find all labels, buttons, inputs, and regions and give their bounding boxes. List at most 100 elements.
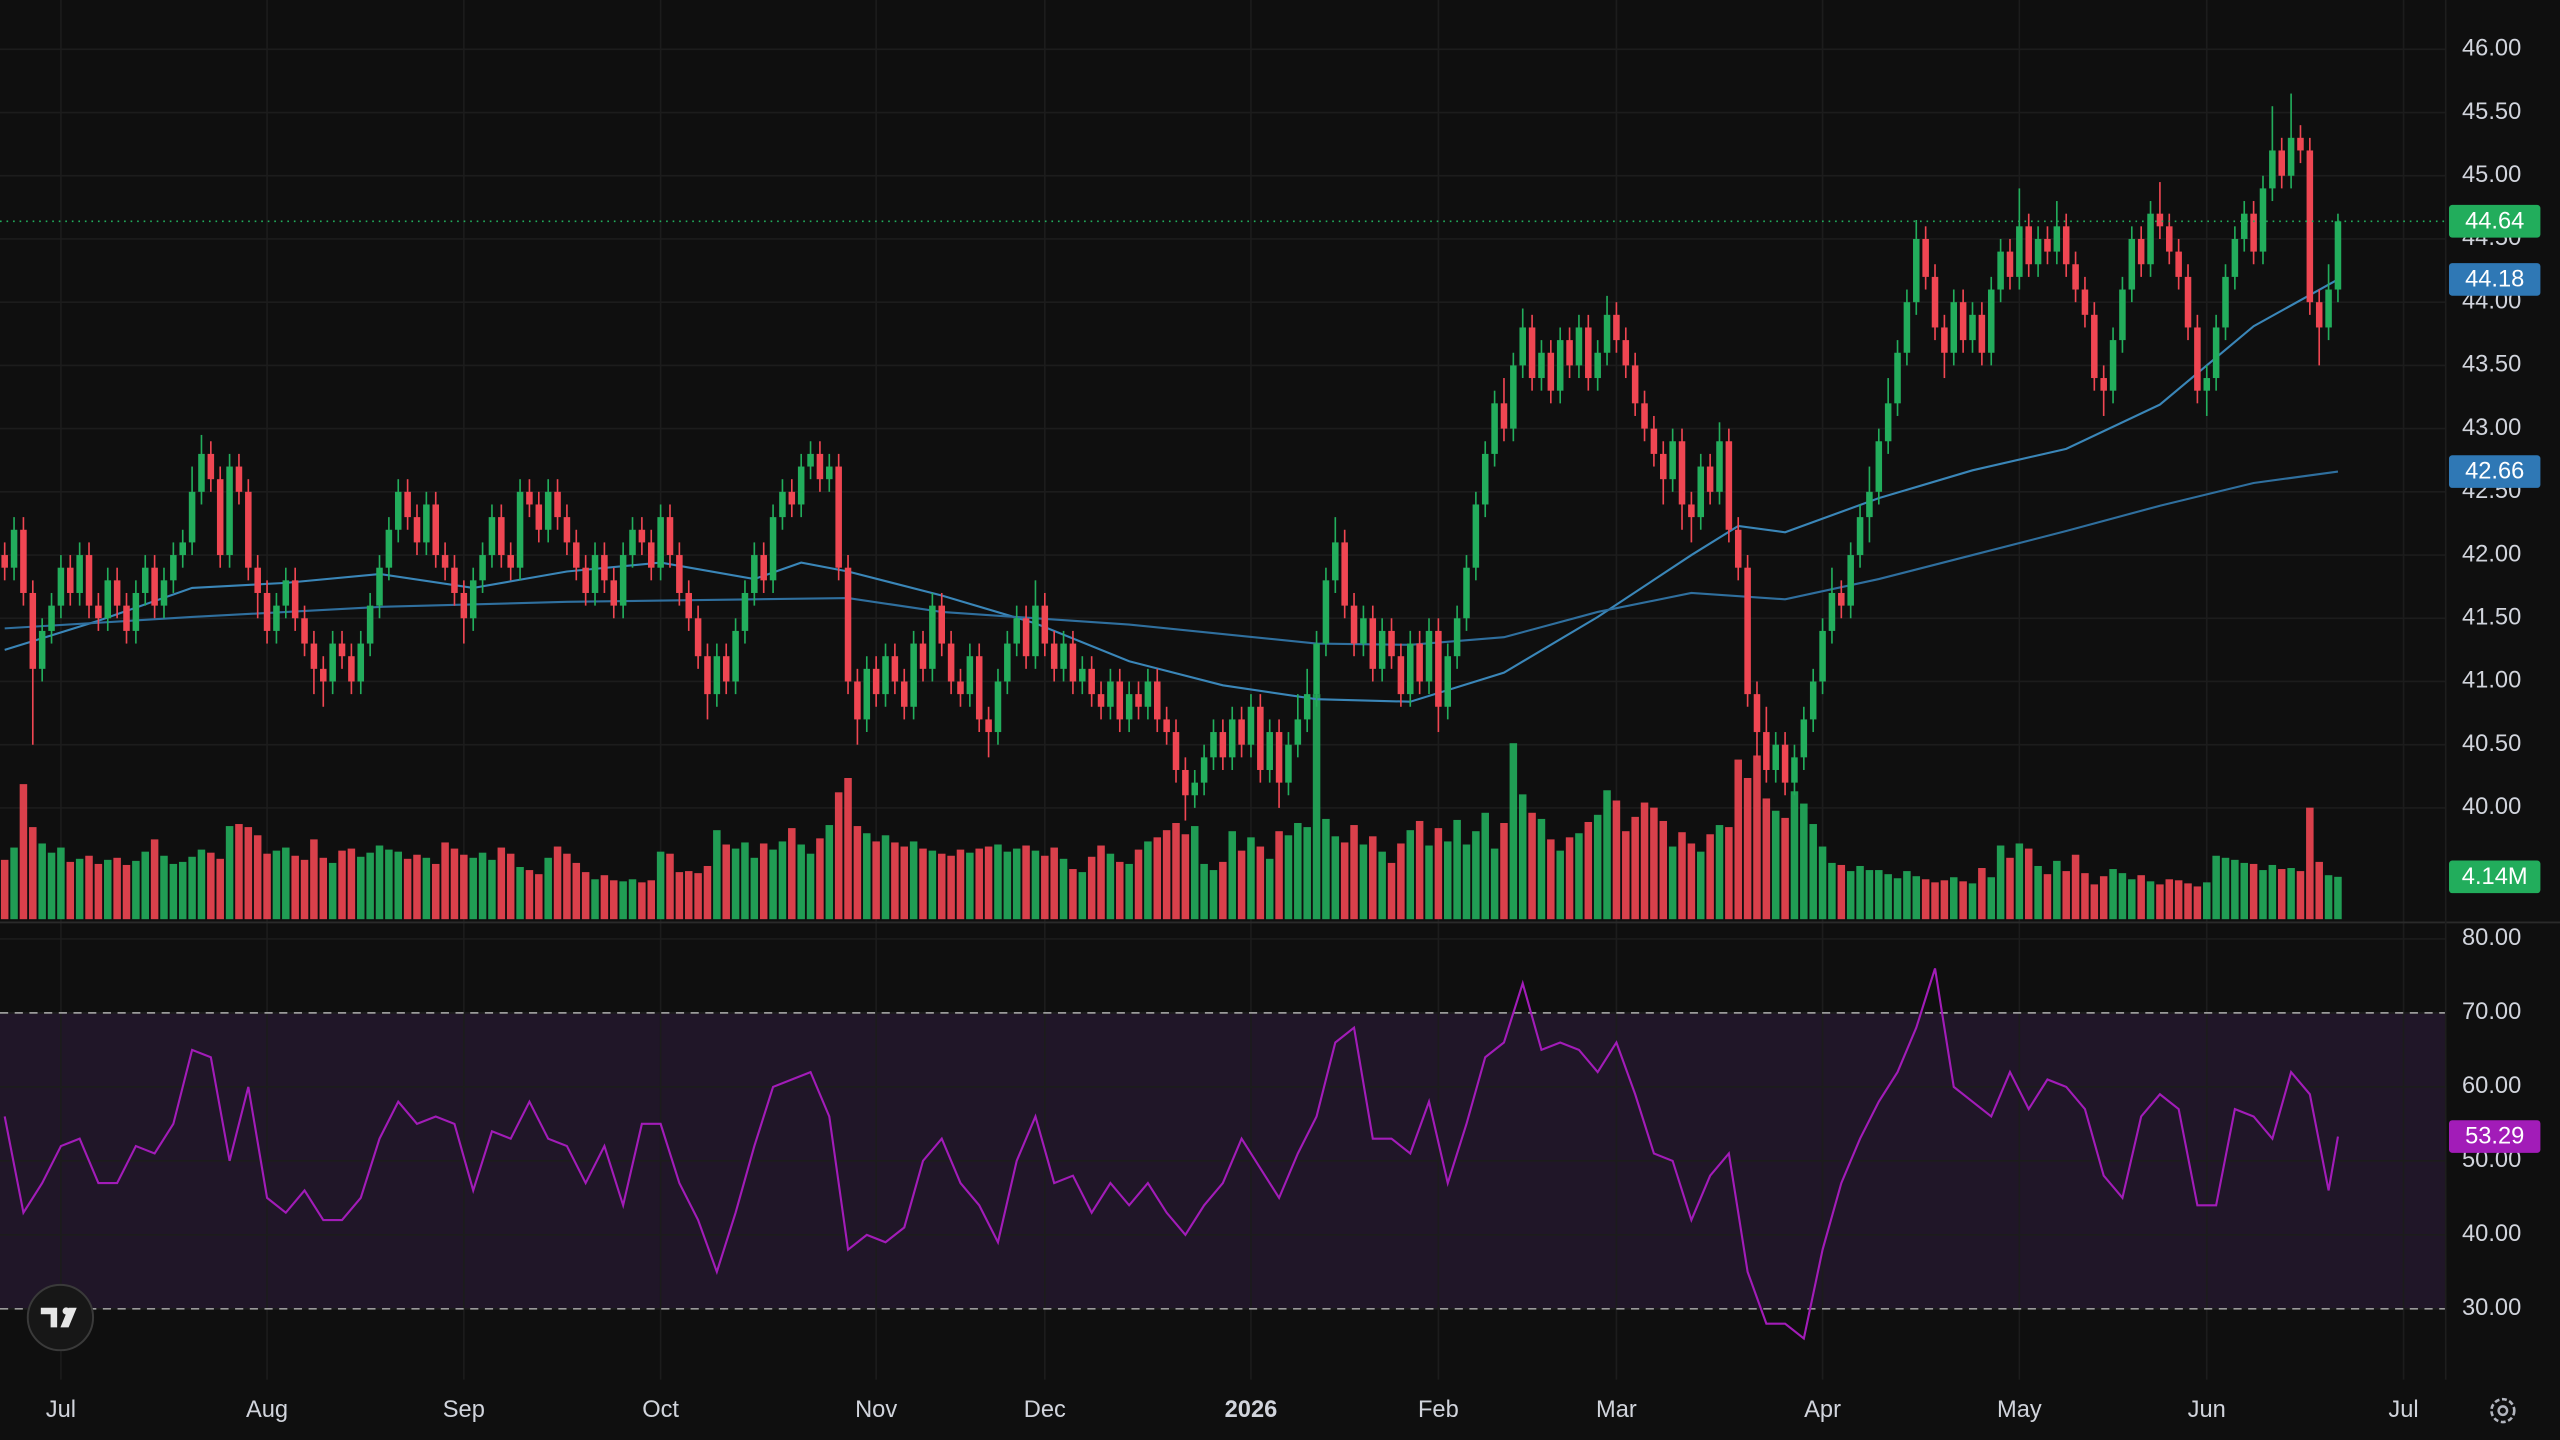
candle-body xyxy=(1032,605,1039,657)
volume-bar xyxy=(19,784,28,920)
volume-bar xyxy=(1303,827,1311,920)
candle-body xyxy=(676,555,683,593)
volume-bar xyxy=(1434,828,1443,920)
volume-bar xyxy=(66,861,75,920)
volume-bar xyxy=(844,777,852,920)
y-tick-label: 45.50 xyxy=(2462,99,2521,125)
candle-body xyxy=(919,643,927,669)
tradingview-logo[interactable] xyxy=(26,1283,95,1352)
candle-body xyxy=(413,517,421,543)
volume-bar xyxy=(1837,864,1846,920)
candle-body xyxy=(769,517,777,581)
candle-body xyxy=(1041,605,1049,644)
volume-bar xyxy=(797,844,805,920)
volume-bar xyxy=(2184,883,2192,920)
volume-bar xyxy=(2249,863,2258,920)
logo-circle xyxy=(26,1283,95,1352)
volume-bar xyxy=(1350,825,1358,920)
candle-body xyxy=(1997,251,2004,290)
volume-bar xyxy=(1846,871,1855,920)
volume-bar xyxy=(638,882,646,920)
volume-bar xyxy=(1556,850,1564,920)
candle-body xyxy=(1313,643,1320,695)
candle-body xyxy=(104,580,112,619)
candle-body xyxy=(1228,719,1236,758)
candle-body xyxy=(432,504,439,556)
candle-body xyxy=(1913,238,1920,303)
volume-bar xyxy=(1603,790,1611,920)
candle-body xyxy=(666,517,674,556)
volume-bar xyxy=(160,855,168,920)
volume-bar xyxy=(1397,843,1405,920)
candle-body xyxy=(1631,365,1639,404)
candle-body xyxy=(1669,441,1676,480)
candle-body xyxy=(1200,757,1208,783)
volume-bar xyxy=(1247,837,1255,920)
volume-bar xyxy=(1012,848,1021,920)
candle-body xyxy=(1322,580,1330,644)
volume-bar xyxy=(488,859,496,920)
volume-bar xyxy=(2165,879,2174,920)
volume-bar xyxy=(1668,846,1677,920)
volume-bar xyxy=(2212,855,2220,920)
candle-body xyxy=(1725,441,1733,530)
candle-body xyxy=(601,555,608,581)
candle-body xyxy=(216,479,224,556)
candle-body xyxy=(376,567,383,606)
volume-bar xyxy=(1116,861,1124,920)
volume-bar xyxy=(1725,827,1733,920)
candle-body xyxy=(469,580,477,619)
candle-body xyxy=(1772,744,1779,770)
volume-bar xyxy=(75,858,84,920)
volume-bar xyxy=(1584,821,1593,920)
volume-bar xyxy=(450,848,459,920)
moving-average-label-box xyxy=(2448,263,2541,296)
settings-button[interactable] xyxy=(2490,1397,2516,1424)
volume-bar xyxy=(506,853,515,920)
candle-body xyxy=(85,555,93,606)
volume-bar xyxy=(1565,837,1574,920)
candle-body xyxy=(2062,226,2070,265)
volume-bar xyxy=(900,846,909,920)
volume-bar xyxy=(1809,824,1817,920)
candle-body xyxy=(498,517,505,556)
candle-body xyxy=(1294,719,1302,745)
y-tick-label: 40.50 xyxy=(2462,731,2521,757)
candle-body xyxy=(2006,251,2014,277)
candle-body xyxy=(2128,238,2136,290)
candle-body xyxy=(1079,668,1086,682)
candle-body xyxy=(1763,732,1770,770)
candle-body xyxy=(1097,694,1105,707)
volume-bar xyxy=(806,853,815,920)
candle-body xyxy=(1828,592,1836,631)
volume-bar xyxy=(469,857,477,920)
candle-body xyxy=(844,567,852,682)
candle-body xyxy=(1894,352,1901,404)
volume-bar xyxy=(975,848,983,920)
volume-bar xyxy=(1284,835,1293,920)
candle-body xyxy=(2222,276,2229,328)
volume-bar xyxy=(263,853,271,920)
moving-average-label: 44.18 xyxy=(2465,266,2524,292)
volume-bar xyxy=(197,849,206,920)
volume-bar xyxy=(300,859,309,920)
candle-body xyxy=(1425,630,1433,682)
volume-bar xyxy=(216,858,224,920)
candle-body xyxy=(67,567,74,593)
candle-body xyxy=(1369,618,1377,669)
candle-body xyxy=(779,491,786,518)
candle-body xyxy=(1744,567,1751,695)
candle-body xyxy=(1959,302,1967,341)
candle-body xyxy=(2016,226,2023,277)
candle-body xyxy=(1088,668,1095,695)
candle-body xyxy=(404,491,411,518)
volume-bar xyxy=(1087,856,1096,920)
volume-bar xyxy=(478,852,487,920)
volume-bar xyxy=(1134,849,1143,920)
volume-bar xyxy=(788,828,796,920)
candle-body xyxy=(1800,719,1808,758)
volume-bar xyxy=(0,859,9,920)
volume-label: 4.14M xyxy=(2462,864,2528,890)
volume-bar xyxy=(891,842,899,920)
